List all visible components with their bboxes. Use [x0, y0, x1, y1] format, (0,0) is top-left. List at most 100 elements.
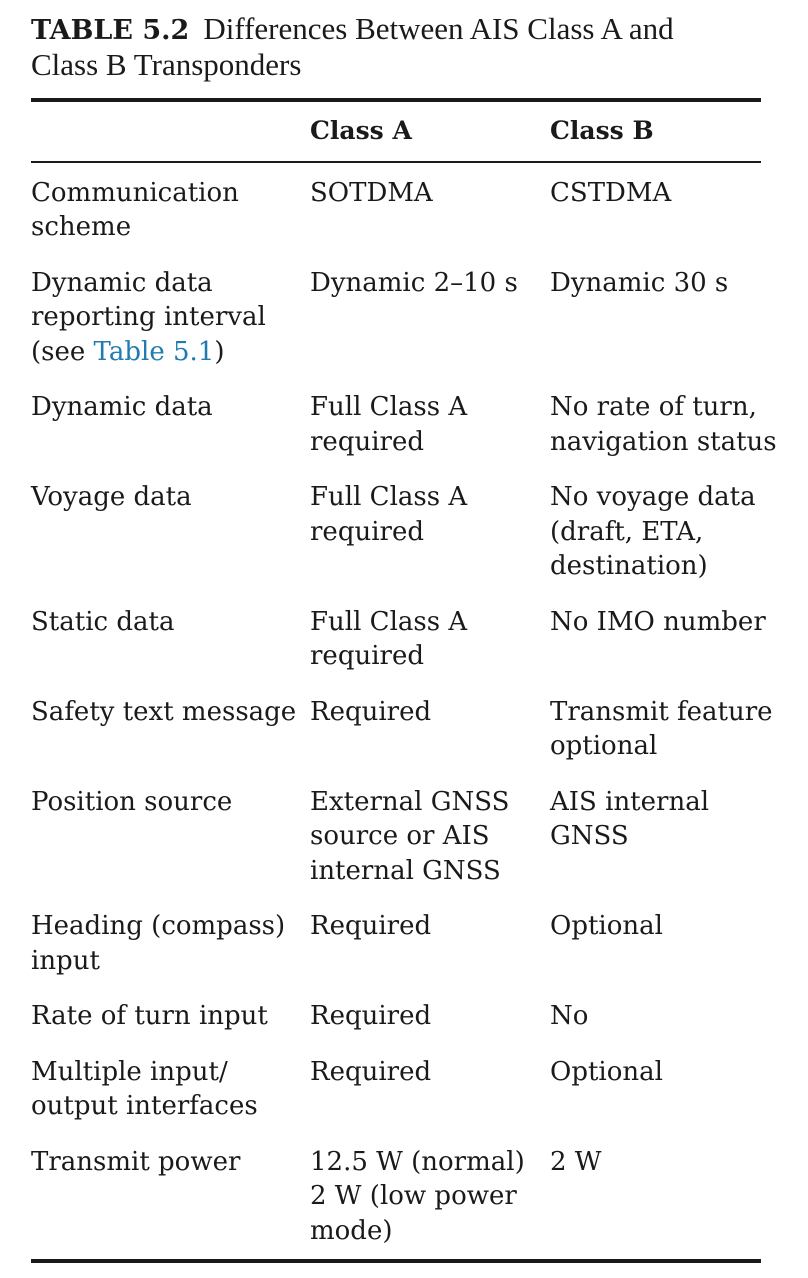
table-row: Dynamic data reporting interval (see Table… — [31, 266, 761, 391]
table-row: Rate of turn input Required No — [31, 999, 761, 1055]
cell-line: internal GNSS — [310, 855, 501, 886]
cell-line: AIS internal — [550, 786, 710, 817]
cell-line: Full Class A — [310, 482, 468, 512]
cell-line: optional — [550, 731, 658, 761]
cell-line: No — [550, 1001, 589, 1031]
cell-line: Safety text message — [31, 696, 297, 727]
class-a-cell: Required — [310, 999, 550, 1055]
table-row: Heading (compass) input Required Optional — [31, 909, 761, 999]
header-class-a: Class A — [310, 116, 412, 145]
header-rule — [31, 160, 761, 163]
cell-line: Optional — [550, 1056, 663, 1087]
cell-line: Communication — [31, 177, 239, 208]
feature-cell: Rate of turn input — [31, 999, 310, 1055]
class-a-cell: Required — [310, 909, 550, 999]
header-feature — [31, 102, 310, 161]
top-rule — [31, 98, 761, 102]
table-reference-link[interactable]: Table 5.1 — [93, 336, 215, 367]
table-number: TABLE 5.2 — [31, 15, 190, 46]
cell-line: SOTDMA — [310, 177, 433, 208]
cell-line: Transmit power — [31, 1146, 241, 1177]
class-b-cell: AIS internal GNSS — [550, 785, 761, 910]
table-row: Dynamic data Full Class A required No rate … — [31, 390, 777, 480]
class-a-cell: Required — [310, 695, 550, 785]
table-row: Position source External GNSS source or AI… — [31, 785, 761, 910]
class-b-cell: Optional — [550, 909, 761, 999]
class-a-cell: Full Class A required — [310, 390, 550, 480]
table-row: Multiple input/output interfaces Required… — [31, 1055, 761, 1145]
cell-line: input — [31, 945, 100, 976]
table-figure: TABLE 5.2 Differences Between AIS Class A… — [31, 12, 777, 1263]
class-b-cell: No rate of turn, navigation status — [550, 390, 777, 480]
cell-line: Heading (compass) — [31, 911, 286, 941]
table-row: Safety text message Required Transmit feat… — [31, 695, 773, 785]
cell-line: Required — [310, 1056, 432, 1087]
cell-line: Dynamic data — [31, 267, 213, 298]
cell-line: Required — [310, 911, 432, 941]
table-row: Transmit power 12.5 W (normal) 2 W (low po… — [31, 1145, 761, 1260]
cell-line: Rate of turn input — [31, 1001, 268, 1031]
cell-line: Dynamic 30 s — [550, 267, 729, 298]
class-a-cell: Required — [310, 1055, 550, 1145]
class-a-cell: 12.5 W (normal) 2 W (low power mode) — [310, 1145, 550, 1260]
feature-cell: Multiple input/output interfaces — [31, 1055, 310, 1145]
bottom-rule — [31, 1259, 761, 1263]
class-b-cell: 2 W — [550, 1145, 761, 1260]
cell-line: reporting interval — [31, 302, 266, 332]
comparison-table: Class A Class B Communication scheme SOTDM… — [31, 102, 777, 1260]
table-row: Voyage data Full Class A required No voyage… — [31, 480, 761, 605]
cell-line: mode) — [310, 1215, 393, 1246]
feature-cell: Position source — [31, 785, 310, 910]
table-title-line-1: Differences Between AIS Class A and — [203, 11, 674, 46]
feature-cell: Dynamic data reporting interval (see Table… — [31, 266, 310, 391]
cell-line: Voyage data — [31, 482, 192, 512]
cell-line: Transmit feature — [550, 696, 773, 727]
feature-cell: Dynamic data — [31, 390, 310, 480]
feature-cell: Transmit power — [31, 1145, 310, 1260]
table-body: Communication scheme SOTDMA CSTDMA Dynamic d… — [31, 163, 777, 1260]
cell-line: No rate of turn, — [550, 392, 757, 422]
cell-line: required — [310, 641, 424, 671]
cell-line: required — [310, 516, 424, 547]
feature-cell: Safety text message — [31, 695, 310, 785]
cell-line: source or AIS — [310, 821, 490, 851]
cell-line: No IMO number — [550, 606, 766, 637]
cell-line: Multiple input/ — [31, 1056, 228, 1087]
cell-line: required — [310, 426, 424, 457]
cell-line: Dynamic 2–10 s — [310, 267, 518, 298]
class-b-cell: CSTDMA — [550, 163, 761, 266]
cell-line: destination) — [550, 551, 708, 581]
cell-line: Position source — [31, 786, 233, 817]
feature-cell: Communication scheme — [31, 163, 310, 266]
feature-cell: Static data — [31, 605, 310, 695]
header-class-b: Class B — [550, 116, 654, 145]
cell-line: output interfaces — [31, 1091, 258, 1121]
class-a-cell: External GNSS source or AIS internal GNSS — [310, 785, 550, 910]
cell-line: 12.5 W (normal) — [310, 1146, 525, 1177]
cell-line: (see Table 5.1) — [31, 335, 310, 370]
cell-line: 2 W (low power — [310, 1181, 517, 1211]
cell-line: navigation status — [550, 426, 777, 457]
cell-line: GNSS — [550, 821, 629, 851]
table-caption: TABLE 5.2 Differences Between AIS Class A… — [31, 12, 751, 82]
class-a-cell: Dynamic 2–10 s — [310, 266, 550, 391]
class-b-cell: No — [550, 999, 761, 1055]
table-title-line-2: Class B Transponders — [31, 47, 302, 82]
class-a-cell: Full Class A required — [310, 480, 550, 605]
reference-prefix: (see — [31, 336, 94, 367]
feature-cell: Heading (compass) input — [31, 909, 310, 999]
cell-line: Static data — [31, 606, 175, 637]
cell-line: Required — [310, 1001, 432, 1031]
cell-line: scheme — [31, 212, 132, 242]
cell-line: External GNSS — [310, 786, 510, 817]
reference-suffix: ) — [214, 336, 225, 367]
cell-line: Dynamic data — [31, 392, 213, 422]
class-b-cell: Transmit feature optional — [550, 695, 773, 785]
table-row: Communication scheme SOTDMA CSTDMA — [31, 163, 761, 266]
cell-line: 2 W — [550, 1146, 602, 1177]
cell-line: No voyage data — [550, 482, 756, 512]
class-b-cell: Optional — [550, 1055, 761, 1145]
class-b-cell: No voyage data (draft, ETA, destination) — [550, 480, 761, 605]
class-b-cell: Dynamic 30 s — [550, 266, 761, 391]
class-a-cell: SOTDMA — [310, 163, 550, 266]
